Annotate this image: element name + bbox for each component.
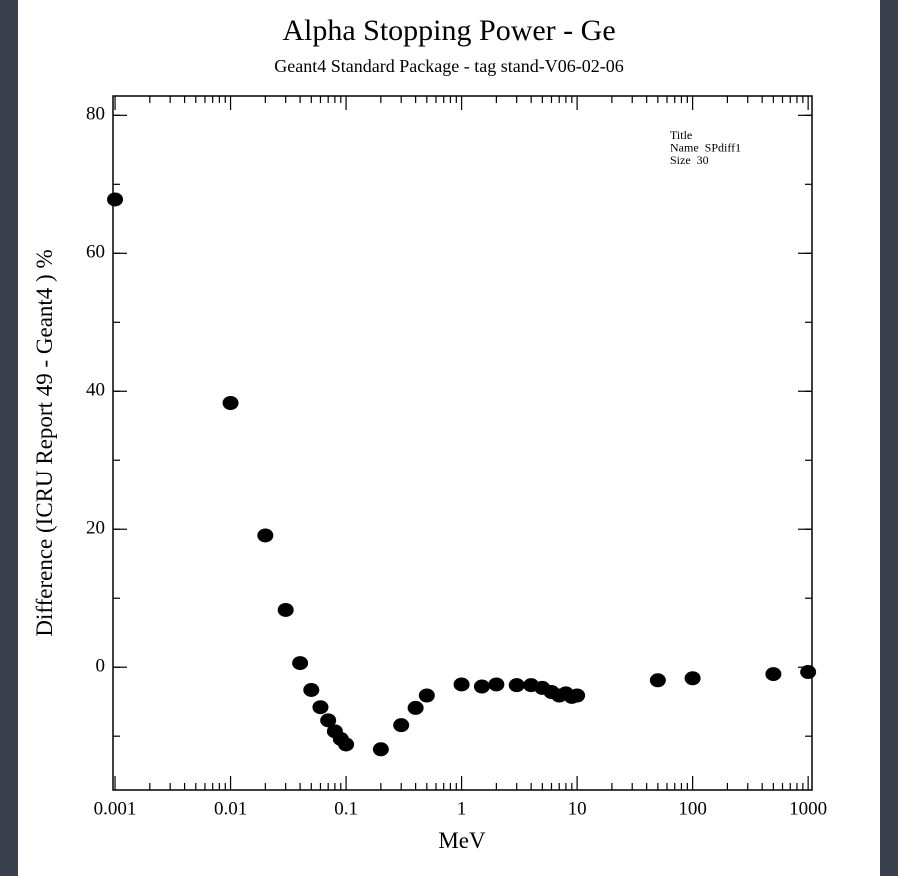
point xyxy=(407,700,424,715)
point xyxy=(393,718,410,733)
y-tick-label: 0 xyxy=(96,656,106,677)
point xyxy=(684,671,701,686)
y-tick-label: 40 xyxy=(86,380,105,401)
point xyxy=(303,682,320,697)
point xyxy=(312,700,329,715)
plot-frame xyxy=(112,95,813,791)
stat-text: Title xyxy=(670,128,692,142)
x-tick-label: 0.1 xyxy=(334,798,358,819)
point xyxy=(800,665,817,680)
x-tick-label: 100 xyxy=(678,798,707,819)
x-tick-label: 1 xyxy=(457,798,467,819)
point xyxy=(418,688,435,703)
point xyxy=(488,677,505,692)
point xyxy=(320,713,337,728)
y-tick-label: 20 xyxy=(86,518,105,539)
panel xyxy=(18,0,880,876)
x-tick-label: 10 xyxy=(568,798,587,819)
point xyxy=(453,677,470,692)
point xyxy=(473,679,490,694)
x-axis-label: MeV xyxy=(438,828,486,853)
stat-text: Size 30 xyxy=(670,153,709,167)
point xyxy=(508,678,525,693)
chart-title: Alpha Stopping Power - Ge xyxy=(282,14,615,47)
point xyxy=(222,395,239,410)
x-tick-label: 0.001 xyxy=(94,798,137,819)
chart-subtitle: Geant4 Standard Package - tag stand-V06-… xyxy=(274,56,623,76)
point xyxy=(107,192,124,207)
point xyxy=(569,688,586,703)
point xyxy=(257,528,274,543)
x-tick-label: 1000 xyxy=(789,798,827,819)
x-tick-label: 0.01 xyxy=(214,798,247,819)
stat-text: Name SPdiff1 xyxy=(670,141,741,155)
point xyxy=(649,673,666,688)
point xyxy=(292,656,309,671)
y-axis-label: Difference (ICRU Report 49 - Geant4 ) % xyxy=(32,249,57,636)
y-tick-label: 60 xyxy=(86,242,105,263)
y-tick-label: 80 xyxy=(86,104,105,125)
point xyxy=(765,667,782,682)
point xyxy=(338,737,355,752)
point xyxy=(372,742,389,757)
point xyxy=(277,602,294,617)
